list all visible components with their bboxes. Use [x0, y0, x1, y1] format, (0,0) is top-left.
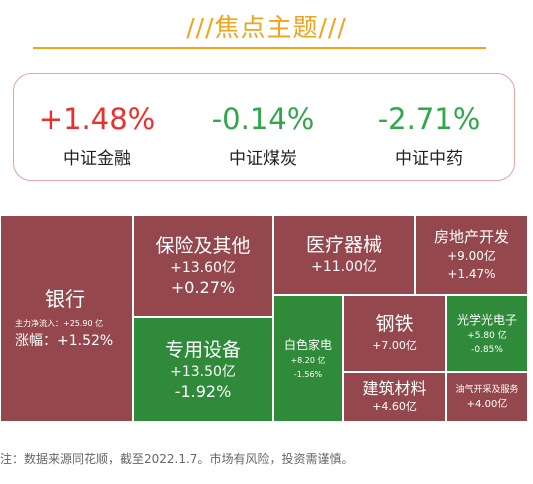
treemap-tile-optoelectronics[interactable]: 光学光电子 +5.80 亿 -0.85% — [446, 295, 528, 372]
tile-flow: +13.60亿 — [170, 260, 236, 276]
index-name: 中证金融 — [63, 149, 131, 169]
tile-change: -0.85% — [471, 344, 503, 355]
tile-name: 白色家电 — [283, 337, 332, 352]
tile-flow: +11.00亿 — [311, 259, 377, 275]
treemap-tile-real-estate[interactable]: 房地产开发 +9.00亿 +1.47% — [415, 215, 528, 295]
index-item-tcm: -2.71% 中证中药 — [346, 102, 512, 169]
index-change: +1.48% — [38, 102, 156, 136]
tile-change: 涨幅：+1.52% — [15, 332, 114, 349]
tile-flow: +4.00亿 — [466, 398, 508, 410]
tile-flow: +8.20 亿 — [290, 355, 326, 365]
tile-flow: +13.50亿 — [170, 363, 236, 380]
treemap-tile-insurance[interactable]: 保险及其他 +13.60亿 +0.27% — [133, 215, 273, 317]
tile-change: +1.47% — [447, 267, 496, 281]
tile-name: 保险及其他 — [155, 235, 251, 257]
index-change: -2.71% — [377, 102, 481, 136]
treemap-tile-oil-gas[interactable]: 油气开采及服务 +4.00亿 — [446, 372, 528, 422]
tile-flow: 主力净流入：+25.90 亿 — [15, 318, 104, 328]
tile-flow: +9.00亿 — [447, 249, 496, 263]
tile-name: 医疗器械 — [305, 234, 382, 256]
title-underline — [33, 47, 486, 49]
index-item-coal: -0.14% 中证煤炭 — [180, 102, 346, 169]
tile-change: +0.27% — [170, 278, 236, 297]
treemap-tile-steel[interactable]: 钢铁 +7.00亿 — [343, 295, 446, 372]
data-source-footnote: 注：数据来源同花顺，截至2022.1.7。市场有风险，投资需谨慎。 — [0, 452, 354, 466]
tile-change: -1.92% — [174, 381, 232, 401]
tile-name: 专用设备 — [164, 338, 241, 361]
tile-name: 钢铁 — [375, 312, 414, 335]
tile-flow: +4.60亿 — [372, 400, 417, 413]
tile-name: 油气开采及服务 — [455, 384, 519, 395]
tile-name: 光学光电子 — [456, 312, 517, 327]
tile-flow: +7.00亿 — [372, 338, 417, 352]
index-item-finance: +1.48% 中证金融 — [14, 102, 180, 169]
treemap-tile-medical-devices[interactable]: 医疗器械 +11.00亿 — [273, 215, 415, 295]
index-name: 中证煤炭 — [229, 149, 297, 169]
treemap-tile-bank[interactable]: 银行 主力净流入：+25.90 亿 涨幅：+1.52% — [0, 215, 133, 422]
tile-name: 建筑材料 — [362, 379, 427, 398]
treemap-tile-white-appliances[interactable]: 白色家电 +8.20 亿 -1.56% — [273, 295, 343, 422]
section-title: ///焦点主题/// — [186, 13, 347, 42]
tile-flow: +5.80 亿 — [467, 330, 507, 341]
index-name: 中证中药 — [395, 149, 463, 169]
tile-change: -1.56% — [293, 369, 323, 379]
index-change: -0.14% — [211, 102, 315, 136]
index-summary-card: +1.48% 中证金融 -0.14% 中证煤炭 -2.71% 中证中药 — [13, 73, 515, 181]
treemap-tile-special-equipment[interactable]: 专用设备 +13.50亿 -1.92% — [133, 317, 273, 422]
treemap-tile-building-materials[interactable]: 建筑材料 +4.60亿 — [343, 372, 446, 422]
tile-name: 房地产开发 — [433, 228, 509, 246]
tile-name: 银行 — [45, 286, 85, 311]
